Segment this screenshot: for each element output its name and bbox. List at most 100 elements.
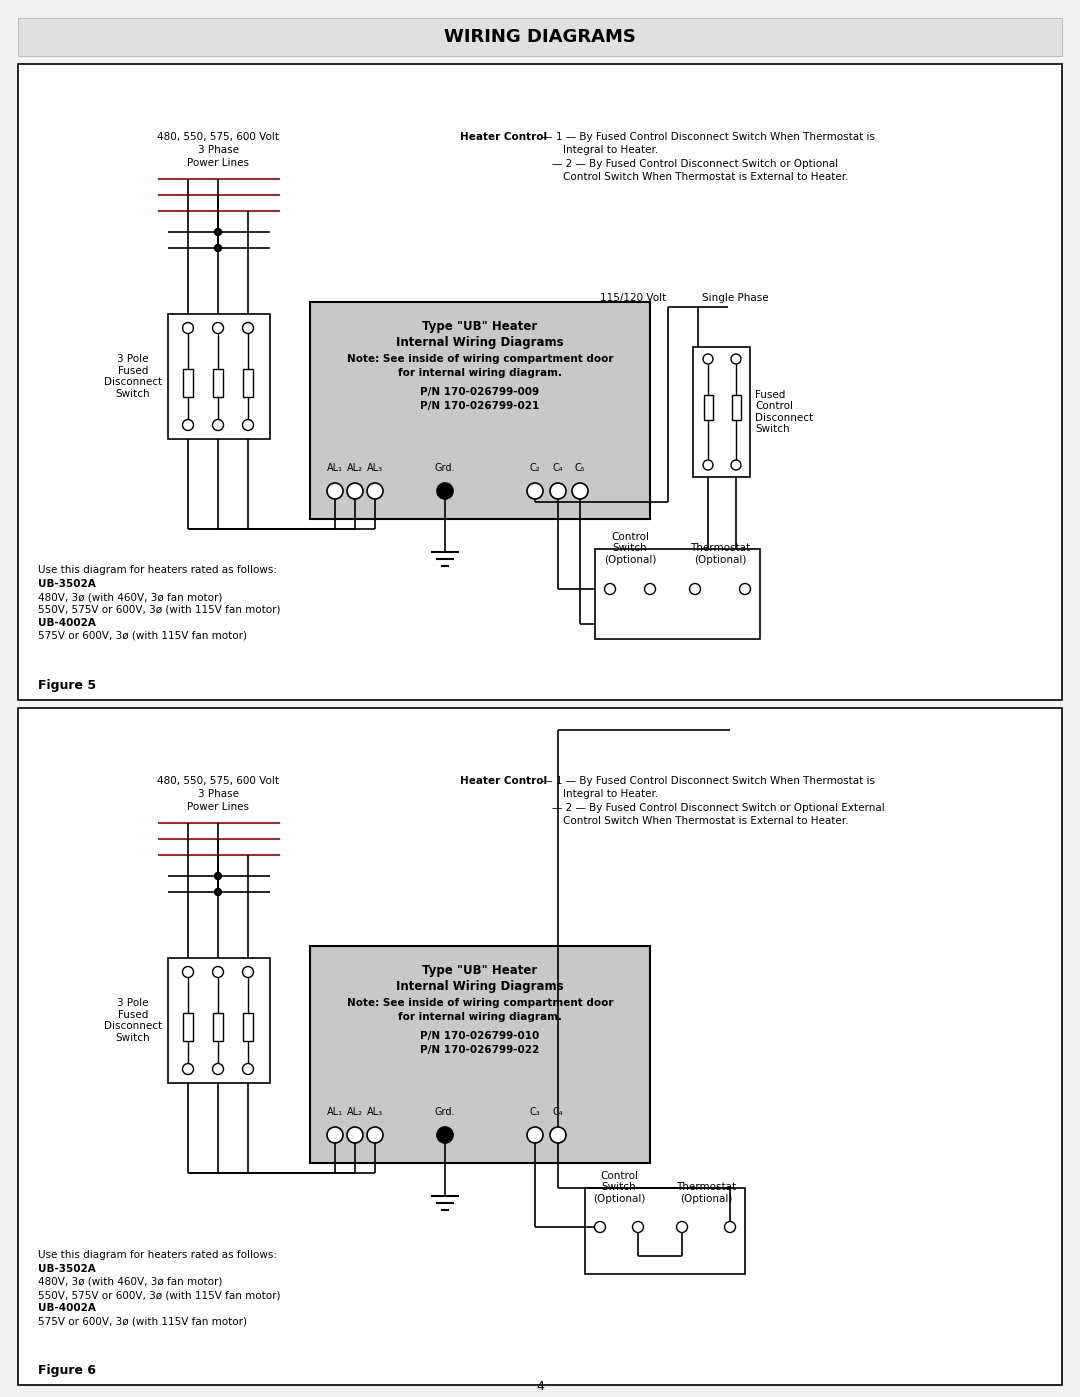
Circle shape bbox=[550, 483, 566, 499]
Text: Grd.: Grd. bbox=[435, 462, 456, 474]
Text: Heater Control: Heater Control bbox=[460, 775, 548, 787]
Circle shape bbox=[183, 967, 193, 978]
Bar bbox=[685, 569, 755, 609]
Circle shape bbox=[347, 1127, 363, 1143]
Circle shape bbox=[594, 1221, 606, 1232]
Text: 480, 550, 575, 600 Volt: 480, 550, 575, 600 Volt bbox=[157, 775, 279, 787]
Text: for internal wiring diagram.: for internal wiring diagram. bbox=[399, 367, 562, 379]
Text: Note: See inside of wiring compartment door: Note: See inside of wiring compartment d… bbox=[347, 353, 613, 365]
Circle shape bbox=[213, 1063, 224, 1074]
Text: Control Switch When Thermostat is External to Heater.: Control Switch When Thermostat is Extern… bbox=[563, 816, 849, 826]
Circle shape bbox=[327, 1127, 343, 1143]
Text: Heater Control: Heater Control bbox=[460, 131, 548, 142]
Text: 575V or 600V, 3ø (with 115V fan motor): 575V or 600V, 3ø (with 115V fan motor) bbox=[38, 631, 247, 641]
Bar bbox=[310, 946, 650, 1162]
Circle shape bbox=[676, 1221, 688, 1232]
Text: — 2 — By Fused Control Disconnect Switch or Optional: — 2 — By Fused Control Disconnect Switch… bbox=[552, 159, 838, 169]
Bar bbox=[672, 1208, 740, 1246]
Text: C₂: C₂ bbox=[529, 462, 540, 474]
Bar bbox=[213, 369, 222, 397]
Text: C₄: C₄ bbox=[553, 462, 564, 474]
Text: P/N 170-026799-009: P/N 170-026799-009 bbox=[420, 387, 540, 397]
Text: Use this diagram for heaters rated as follows:: Use this diagram for heaters rated as fo… bbox=[38, 1250, 276, 1260]
Text: Power Lines: Power Lines bbox=[187, 802, 249, 812]
Text: C₄: C₄ bbox=[553, 1106, 564, 1118]
Text: Single Phase: Single Phase bbox=[702, 293, 769, 303]
Circle shape bbox=[213, 323, 224, 334]
Text: 575V or 600V, 3ø (with 115V fan motor): 575V or 600V, 3ø (with 115V fan motor) bbox=[38, 1316, 247, 1326]
Text: 115/120 Volt: 115/120 Volt bbox=[599, 293, 666, 303]
Bar bbox=[585, 1187, 745, 1274]
Text: AL₂: AL₂ bbox=[347, 1106, 363, 1118]
Circle shape bbox=[703, 460, 713, 469]
Text: C₅: C₅ bbox=[575, 462, 585, 474]
Circle shape bbox=[437, 483, 453, 499]
Circle shape bbox=[633, 1221, 644, 1232]
Bar bbox=[693, 346, 750, 476]
Text: P/N 170-026799-010: P/N 170-026799-010 bbox=[420, 1031, 540, 1041]
Text: Integral to Heater.: Integral to Heater. bbox=[563, 789, 658, 799]
Circle shape bbox=[645, 584, 656, 595]
Text: Control Switch When Thermostat is External to Heater.: Control Switch When Thermostat is Extern… bbox=[563, 172, 849, 182]
Circle shape bbox=[347, 483, 363, 499]
Circle shape bbox=[215, 229, 221, 236]
Bar bbox=[18, 64, 1062, 700]
Text: Control
Switch
(Optional): Control Switch (Optional) bbox=[604, 532, 657, 564]
Text: Type "UB" Heater: Type "UB" Heater bbox=[422, 964, 538, 977]
Text: WIRING DIAGRAMS: WIRING DIAGRAMS bbox=[444, 28, 636, 46]
Text: 550V, 575V or 600V, 3ø (with 115V fan motor): 550V, 575V or 600V, 3ø (with 115V fan mo… bbox=[38, 605, 281, 615]
Circle shape bbox=[183, 419, 193, 430]
Bar bbox=[243, 369, 253, 397]
Text: — 1 — By Fused Control Disconnect Switch When Thermostat is: — 1 — By Fused Control Disconnect Switch… bbox=[539, 775, 875, 787]
Circle shape bbox=[527, 1127, 543, 1143]
Circle shape bbox=[731, 353, 741, 365]
Circle shape bbox=[605, 584, 616, 595]
Text: P/N 170-026799-021: P/N 170-026799-021 bbox=[420, 401, 540, 411]
Text: Thermostat
(Optional): Thermostat (Optional) bbox=[676, 1182, 737, 1204]
Bar bbox=[731, 395, 741, 420]
Text: C₃: C₃ bbox=[529, 1106, 540, 1118]
Circle shape bbox=[215, 244, 221, 251]
Text: Thermostat
(Optional): Thermostat (Optional) bbox=[690, 543, 751, 564]
Text: Type "UB" Heater: Type "UB" Heater bbox=[422, 320, 538, 332]
Circle shape bbox=[213, 419, 224, 430]
Text: 480V, 3ø (with 460V, 3ø fan motor): 480V, 3ø (with 460V, 3ø fan motor) bbox=[38, 592, 222, 602]
Circle shape bbox=[243, 967, 254, 978]
Bar bbox=[18, 18, 1062, 56]
Circle shape bbox=[550, 1127, 566, 1143]
Circle shape bbox=[243, 419, 254, 430]
Text: Internal Wiring Diagrams: Internal Wiring Diagrams bbox=[396, 337, 564, 349]
Circle shape bbox=[367, 483, 383, 499]
Circle shape bbox=[215, 888, 221, 895]
Bar bbox=[18, 708, 1062, 1384]
Text: AL₁: AL₁ bbox=[327, 462, 343, 474]
Circle shape bbox=[703, 353, 713, 365]
Text: AL₃: AL₃ bbox=[367, 1106, 383, 1118]
Text: Figure 6: Figure 6 bbox=[38, 1363, 96, 1377]
Text: P/N 170-026799-022: P/N 170-026799-022 bbox=[420, 1045, 540, 1055]
Circle shape bbox=[437, 1127, 453, 1143]
Text: — 1 — By Fused Control Disconnect Switch When Thermostat is: — 1 — By Fused Control Disconnect Switch… bbox=[539, 131, 875, 142]
Bar bbox=[600, 569, 660, 609]
Bar bbox=[595, 549, 760, 638]
Bar bbox=[168, 314, 270, 439]
Text: 4: 4 bbox=[536, 1380, 544, 1393]
Text: UB-4002A: UB-4002A bbox=[38, 1303, 96, 1313]
Text: Fused
Control
Disconnect
Switch: Fused Control Disconnect Switch bbox=[755, 390, 813, 434]
Text: Use this diagram for heaters rated as follows:: Use this diagram for heaters rated as fo… bbox=[38, 564, 276, 576]
Circle shape bbox=[327, 483, 343, 499]
Bar bbox=[183, 369, 193, 397]
Bar bbox=[703, 395, 713, 420]
Circle shape bbox=[689, 584, 701, 595]
Circle shape bbox=[367, 1127, 383, 1143]
Text: Figure 5: Figure 5 bbox=[38, 679, 96, 692]
Bar bbox=[183, 1013, 193, 1041]
Text: Grd.: Grd. bbox=[435, 1106, 456, 1118]
Text: 480V, 3ø (with 460V, 3ø fan motor): 480V, 3ø (with 460V, 3ø fan motor) bbox=[38, 1277, 222, 1287]
Circle shape bbox=[731, 460, 741, 469]
Bar bbox=[243, 1013, 253, 1041]
Circle shape bbox=[213, 967, 224, 978]
Text: Control
Switch
(Optional): Control Switch (Optional) bbox=[593, 1171, 645, 1204]
Text: 3 Phase: 3 Phase bbox=[198, 789, 239, 799]
Text: for internal wiring diagram.: for internal wiring diagram. bbox=[399, 1011, 562, 1023]
